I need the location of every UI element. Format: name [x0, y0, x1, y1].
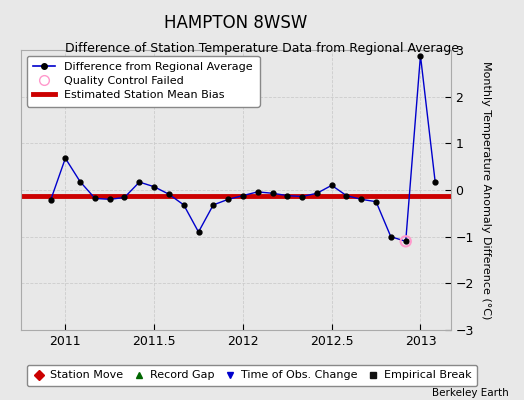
- Point: [401, 238, 410, 244]
- Text: Difference of Station Temperature Data from Regional Average: Difference of Station Temperature Data f…: [65, 42, 459, 55]
- Title: HAMPTON 8WSW: HAMPTON 8WSW: [164, 14, 308, 32]
- Text: Berkeley Earth: Berkeley Earth: [432, 388, 508, 398]
- Legend: Station Move, Record Gap, Time of Obs. Change, Empirical Break: Station Move, Record Gap, Time of Obs. C…: [27, 365, 477, 386]
- Y-axis label: Monthly Temperature Anomaly Difference (°C): Monthly Temperature Anomaly Difference (…: [481, 61, 490, 319]
